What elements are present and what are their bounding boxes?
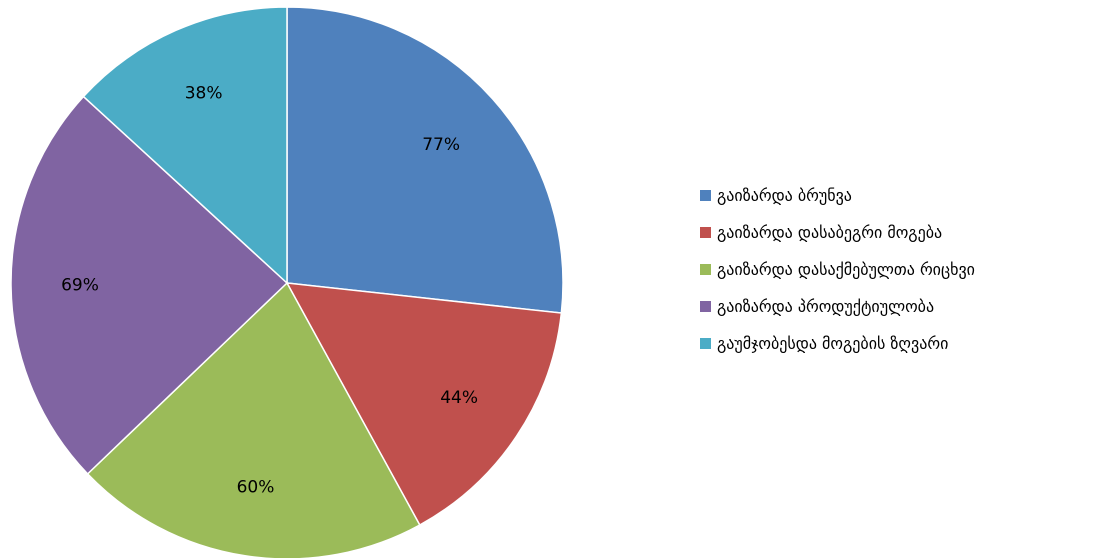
legend-item-taxable-profit: გაიზარდა დასაბეგრი მოგება: [700, 220, 975, 244]
pie-slice-productivity: [10, 95, 289, 475]
legend-label-productivity: გაიზარდა პროდუქტიულობა: [717, 296, 935, 316]
legend-swatch-profit-margin: [700, 337, 711, 349]
pie-slice-turnover: [286, 6, 564, 314]
pie-data-labels: 77% 44% 60% 69% 38%: [61, 84, 478, 498]
chart-legend: გაიზარდა ბრუნვა გაიზარდა დასაბეგრი მოგებ…: [700, 183, 975, 368]
pie-slices: [10, 6, 564, 558]
data-label-productivity: 69%: [61, 275, 99, 295]
legend-label-employees: გაიზარდა დასაქმებულთა რიცხვი: [717, 259, 975, 279]
legend-swatch-productivity: [700, 300, 711, 312]
legend-item-employees: გაიზარდა დასაქმებულთა რიცხვი: [700, 257, 975, 281]
legend-item-turnover: გაიზარდა ბრუნვა: [700, 183, 975, 207]
legend-swatch-taxable-profit: [700, 226, 711, 238]
data-label-taxable-profit: 44%: [440, 388, 478, 408]
legend-swatch-employees: [700, 263, 711, 275]
pie-slice-taxable-profit: [285, 282, 563, 526]
legend-label-turnover: გაიზარდა ბრუნვა: [717, 185, 852, 205]
data-label-turnover: 77%: [422, 135, 460, 155]
legend-label-taxable-profit: გაიზარდა დასაბეგრი მოგება: [717, 222, 943, 242]
legend-item-productivity: გაიზარდა პროდუქტიულობა: [700, 294, 975, 318]
data-label-profit-margin: 38%: [185, 84, 223, 104]
legend-label-profit-margin: გაუმჯობესდა მოგების ზღვარი: [717, 333, 949, 353]
legend-swatch-turnover: [700, 189, 711, 201]
data-label-employees: 60%: [237, 478, 275, 498]
pie-slice-employees: [86, 281, 421, 558]
legend-item-profit-margin: გაუმჯობესდა მოგების ზღვარი: [700, 331, 975, 355]
pie-slice-profit-margin: [82, 6, 288, 285]
